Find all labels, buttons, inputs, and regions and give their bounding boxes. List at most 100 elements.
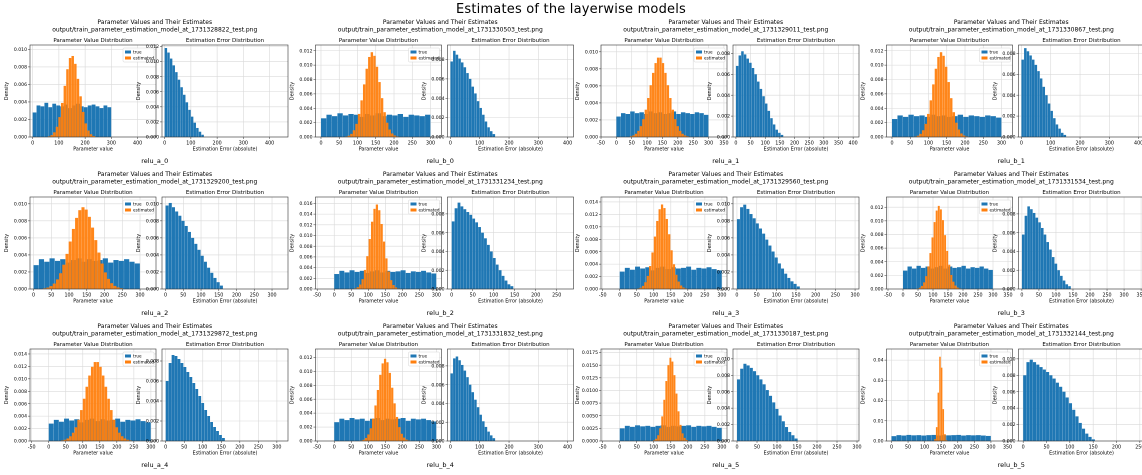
- true-bar: [891, 119, 898, 137]
- x-tick-label: 250: [552, 293, 561, 299]
- x-tick-label: 200: [235, 445, 244, 451]
- error-bar: [1075, 416, 1079, 441]
- x-tick-label: 150: [942, 141, 951, 147]
- x-tick-label: 0: [618, 293, 621, 299]
- estimated-bar: [387, 271, 390, 289]
- x-tick-label: 250: [129, 445, 138, 451]
- error-bar: [507, 284, 511, 289]
- estimated-bar: [116, 287, 120, 289]
- x-tick-label: 0: [449, 445, 452, 451]
- error-bar: [167, 52, 170, 137]
- error-bar: [769, 395, 773, 441]
- true-bar: [426, 272, 432, 289]
- true-bar: [931, 434, 937, 441]
- true-bar: [320, 118, 327, 137]
- true-bar: [916, 435, 922, 441]
- estimated-bar: [657, 435, 660, 441]
- true-bar: [129, 261, 135, 289]
- error-bar: [188, 109, 191, 137]
- estimated-bar: [46, 287, 50, 289]
- x-tick-label: 200: [504, 141, 513, 147]
- y-tick-label: 0.004: [299, 411, 312, 417]
- y-axis-label: Density: [575, 234, 581, 252]
- estimated-bar: [388, 372, 391, 441]
- x-tick-label: -50: [599, 293, 607, 299]
- legend-label-true: true: [133, 353, 142, 358]
- x-tick-label: 250: [805, 141, 814, 147]
- estimated-bar: [957, 129, 961, 137]
- y-tick-label: 0.000: [870, 135, 883, 141]
- x-tick-label: 200: [673, 141, 682, 147]
- panel-header: Parameter Values and Their Estimates: [954, 19, 1069, 26]
- x-tick-label: 0: [164, 293, 167, 299]
- estimated-bar: [94, 240, 98, 289]
- x-tick-label: 300: [432, 293, 441, 299]
- panel-relu_b_1: Parameter Values and Their Estimatesoutp…: [861, 19, 1142, 165]
- estimated-bar: [929, 100, 933, 137]
- error-bars: [735, 51, 784, 137]
- true-bar: [988, 269, 993, 289]
- error-bar: [1039, 78, 1043, 137]
- estimated-bar: [370, 52, 374, 137]
- legend-swatch-estimated: [981, 208, 988, 212]
- error-bar: [1055, 382, 1059, 441]
- y-tick-label: 0.02: [873, 398, 883, 404]
- error-bar: [1032, 362, 1037, 441]
- true-bar: [690, 114, 695, 137]
- y-tick-label: 0.006: [14, 235, 27, 241]
- legend-label-estimated: estimated: [133, 207, 154, 212]
- estimated-bar: [107, 278, 111, 289]
- param-bars: [891, 52, 1002, 137]
- error-axes: Estimation Error Distribution 0 50 100 150 20…: [993, 342, 1142, 457]
- estimated-bar: [383, 358, 387, 441]
- true-bar: [87, 105, 92, 137]
- param-bars: [48, 362, 151, 441]
- estimated-bar: [355, 123, 358, 137]
- estimated-bar: [398, 427, 401, 441]
- x-tick-label: 0: [319, 141, 322, 147]
- estimated-bar: [63, 85, 67, 137]
- true-bar: [415, 271, 421, 289]
- error-bar: [190, 116, 194, 137]
- estimated-bar: [641, 285, 645, 289]
- true-bar: [919, 115, 925, 137]
- legend-label-true: true: [419, 353, 428, 358]
- panel-header: Parameter Values and Their Estimates: [97, 171, 212, 178]
- true-bar: [913, 116, 920, 137]
- estimated-bar: [942, 55, 945, 137]
- estimated-bar: [670, 250, 673, 289]
- y-axis-label: Density: [4, 386, 10, 404]
- y-axis-label: Density: [993, 386, 999, 404]
- x-tick-label: 100: [364, 293, 373, 299]
- estimated-bar: [667, 365, 670, 441]
- estimated-bar: [92, 135, 95, 137]
- panel-filename: output/train_parameter_estimation_model_…: [623, 331, 828, 338]
- error-bar: [201, 403, 205, 441]
- estimated-bar: [405, 439, 408, 441]
- error-bar: [757, 81, 760, 137]
- y-tick-label: 0.004: [717, 253, 730, 259]
- estimated-bar: [78, 210, 82, 289]
- x-tick-label: 50: [754, 293, 760, 299]
- estimated-bar: [357, 113, 361, 137]
- error-bar: [755, 223, 759, 289]
- true-bar: [691, 426, 697, 441]
- error-bar: [210, 272, 214, 289]
- true-bar: [979, 116, 985, 137]
- error-bar: [1065, 397, 1069, 441]
- true-bar: [130, 420, 136, 441]
- true-bar: [36, 105, 41, 137]
- axes-title: Parameter Value Distribution: [624, 190, 704, 196]
- x-tick-label: 100: [353, 141, 362, 147]
- estimated-bar: [60, 102, 64, 137]
- error-bar: [765, 390, 769, 441]
- y-tick-label: 0.006: [431, 382, 444, 388]
- estimated-bar: [372, 418, 375, 441]
- legend-label-estimated: estimated: [990, 55, 1011, 60]
- y-tick-label: 0.000: [146, 287, 159, 293]
- y-tick-label: 0.000: [1002, 439, 1015, 445]
- error-bar: [469, 214, 473, 289]
- error-bar: [476, 407, 480, 441]
- axes-frame: [447, 196, 574, 290]
- x-axis-label: Parameter value: [73, 451, 113, 457]
